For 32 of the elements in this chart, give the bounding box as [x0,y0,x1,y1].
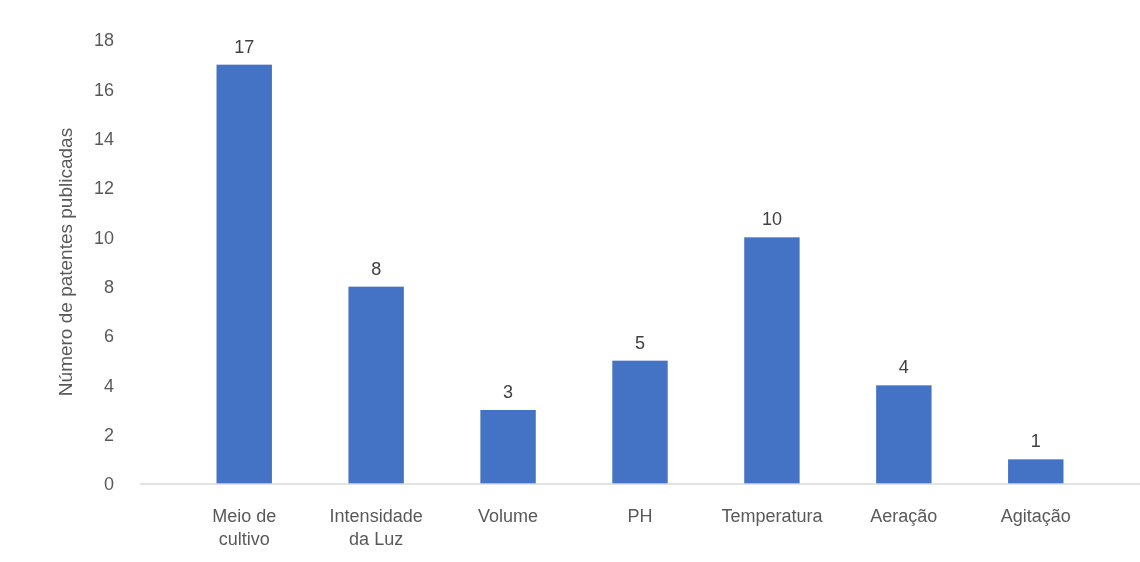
data-label: 1 [1030,431,1041,452]
x-tick-label: Aeração [870,506,938,526]
data-label: 3 [503,382,514,402]
bar [480,410,536,484]
bar [1008,459,1064,484]
bar [744,237,800,484]
y-tick-label: 6 [103,326,114,347]
y-tick-label: 10 [93,227,114,248]
x-tick-label: Intensidade da Luz [329,506,423,549]
bar [612,360,668,484]
y-tick-label: 12 [93,178,114,199]
x-tick-label: PH [627,506,653,526]
y-axis-title: Número de patentes publicadas [55,127,76,397]
x-tick-label: Agitação [1000,506,1071,526]
data-label: 4 [898,357,909,378]
y-tick-label: 8 [103,276,114,297]
x-tick-label: Volume [478,506,539,526]
x-tick-label: Temperatura [721,506,824,526]
y-tick-label: 18 [93,30,114,51]
bar [216,64,272,484]
data-label: 5 [634,332,646,353]
data-label: 10 [761,209,782,230]
y-tick-label: 4 [103,375,114,396]
bar [876,385,932,484]
y-tick-label: 0 [103,474,114,495]
x-tick-label: Meio de cultivo [212,506,277,549]
y-tick-label: 2 [103,424,114,445]
data-label: 17 [234,36,255,57]
bar [348,286,404,484]
data-label: 8 [371,258,382,279]
y-tick-label: 14 [93,128,114,149]
y-tick-label: 16 [93,79,114,100]
